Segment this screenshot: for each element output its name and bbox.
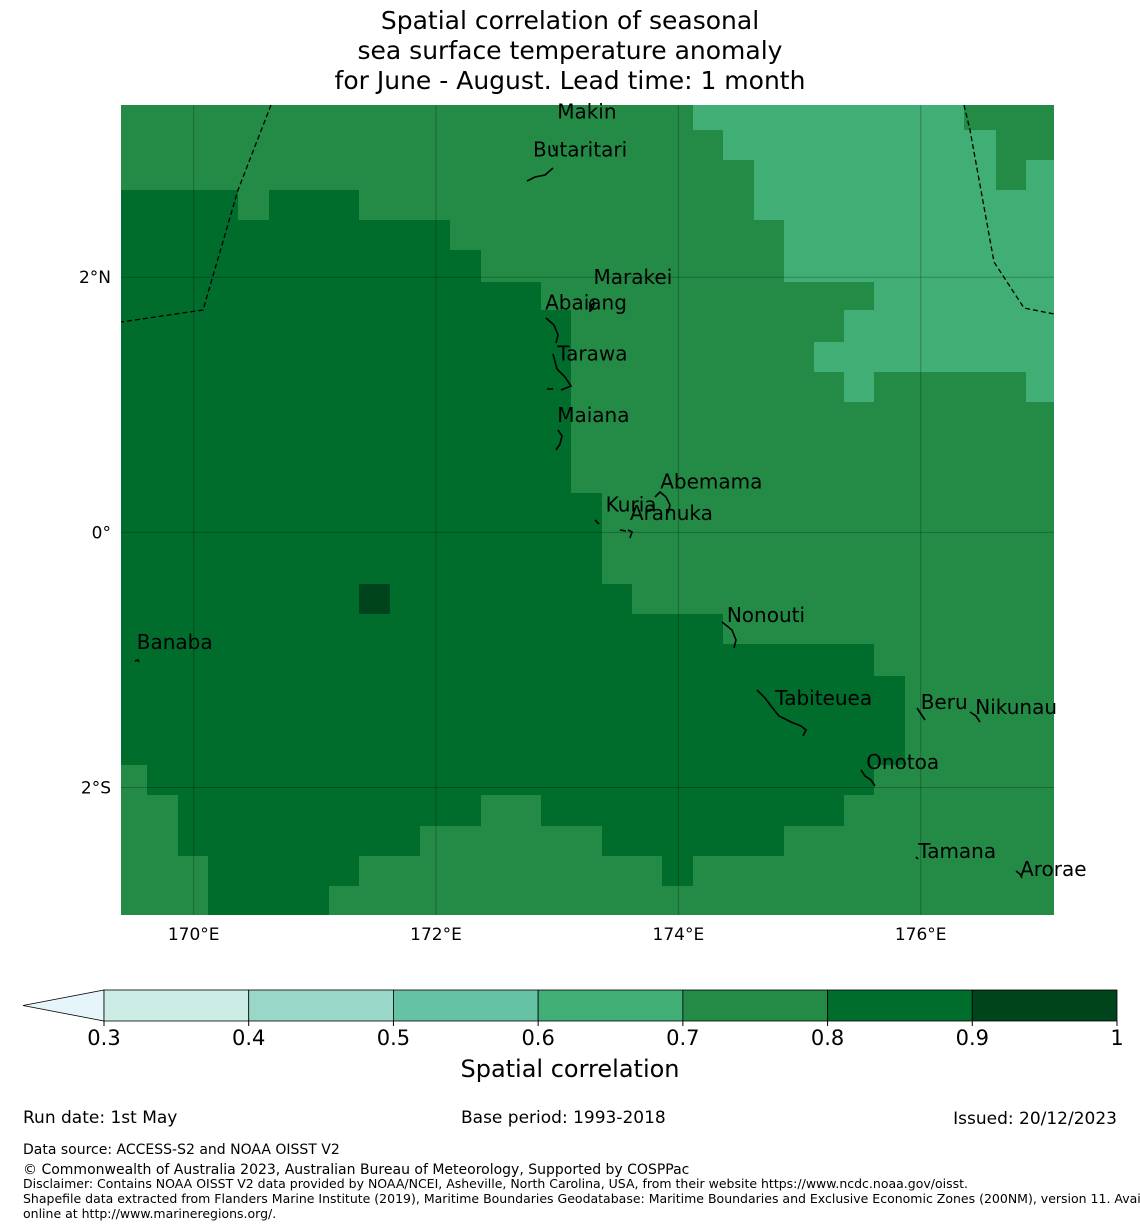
- disclaimer-notice: Disclaimer: Contains NOAA OISST V2 data …: [23, 1176, 968, 1191]
- gridlines: [121, 105, 1054, 915]
- shapefile-credit-line-2: online at http://www.marineregions.org/.: [23, 1206, 277, 1221]
- place-label-maiana: Maiana: [557, 403, 629, 427]
- eez-boundary-east: [963, 104, 1055, 315]
- island-banaba: [134, 659, 140, 663]
- island-maiana: [555, 429, 563, 451]
- place-label-beru: Beru: [921, 690, 968, 714]
- island-kuria: [594, 519, 627, 532]
- correlation-cell-0.9-1: [359, 584, 390, 614]
- x-tick-label: 176°E: [895, 925, 947, 945]
- place-label-tamana: Tamana: [917, 839, 996, 863]
- colorbar-segment-0.8-0.9: [827, 989, 973, 1022]
- copyright-notice: © Commonwealth of Australia 2023, Austra…: [23, 1162, 690, 1178]
- y-tick-label: 2°S: [81, 778, 111, 798]
- place-label-tabiteuea: Tabiteuea: [774, 686, 872, 710]
- title-line-3: for June - August. Lead time: 1 month: [334, 66, 806, 95]
- colorbar-tick-label: 0.3: [87, 1026, 120, 1050]
- colorbar-title: Spatial correlation: [460, 1055, 679, 1083]
- x-tick-label: 170°E: [168, 925, 220, 945]
- colorbar-segment-0.3-0.4: [103, 989, 250, 1022]
- place-label-nikunau: Nikunau: [975, 695, 1057, 719]
- island-beru: [916, 707, 926, 721]
- colorbar-tick-label: 0.7: [666, 1026, 699, 1050]
- colorbar-tick-label: 0.4: [232, 1026, 265, 1050]
- island-arorae: [1015, 870, 1023, 879]
- place-label-arorae: Arorae: [1020, 857, 1086, 881]
- place-label-nonouti: Nonouti: [727, 603, 805, 627]
- place-label-aranuka: Aranuka: [630, 501, 713, 525]
- place-label-banaba: Banaba: [137, 630, 213, 654]
- correlation-region-0.6-0.7: [693, 105, 1054, 402]
- place-label-makin: Makin: [557, 99, 616, 123]
- colorbar-tick-label: 0.9: [956, 1026, 989, 1050]
- correlation-region-0.8-0.9: [121, 190, 905, 915]
- island-makin: [552, 144, 556, 152]
- map-title: Spatial correlation of seasonal sea surf…: [0, 6, 1140, 96]
- place-label-tarawa: Tarawa: [556, 342, 627, 366]
- island-marakei: [589, 299, 595, 313]
- colorbar-segment-0.6-0.7: [537, 989, 684, 1022]
- place-label-marakei: Marakei: [594, 265, 673, 289]
- x-tick-label: 172°E: [410, 925, 462, 945]
- colorbar-boxes: [22, 989, 1118, 1022]
- x-tick-labels: 170°E 172°E 174°E 176°E: [168, 925, 947, 945]
- colorbar-segment-0.5-0.6: [393, 989, 539, 1022]
- place-label-kuria: Kuria: [606, 492, 657, 516]
- island-outlines: [134, 144, 1023, 879]
- place-label-abemama: Abemama: [660, 469, 762, 493]
- title-line-1: Spatial correlation of seasonal: [380, 6, 760, 35]
- issued-date: Issued: 20/12/2023: [953, 1109, 1117, 1129]
- colorbar-ticks: 0.3 0.4 0.5 0.6 0.7 0.8 0.9 1: [87, 1021, 1124, 1050]
- shapefile-credit-line-1: Shapefile data extracted from Flanders M…: [23, 1191, 1140, 1206]
- colorbar-segment-0.9-1: [971, 989, 1118, 1022]
- island-onotoa: [860, 769, 876, 787]
- island-tabiteuea: [756, 689, 808, 737]
- colorbar-tick-label: 0.6: [521, 1026, 554, 1050]
- run-date: Run date: 1st May: [23, 1108, 178, 1128]
- colorbar-under-arrow: [22, 989, 105, 1022]
- colorbar-segment-0.7-0.8: [682, 989, 828, 1022]
- island-aranuka: [627, 529, 633, 539]
- base-period: Base period: 1993-2018: [461, 1108, 666, 1128]
- data-source: Data source: ACCESS-S2 and NOAA OISST V2: [23, 1142, 340, 1158]
- colorbar-segment-0.4-0.5: [248, 989, 394, 1022]
- title-line-2: sea surface temperature anomaly: [357, 36, 783, 65]
- island-tamana: [915, 856, 919, 860]
- colorbar-tick-label: 0.8: [811, 1026, 844, 1050]
- place-label-butaritari: Butaritari: [533, 138, 627, 162]
- place-label-abaiang: Abaiang: [545, 291, 627, 315]
- y-tick-label: 0°: [92, 523, 111, 543]
- place-label-onotoa: Onotoa: [866, 750, 939, 774]
- island-nikunau: [969, 711, 981, 723]
- y-tick-labels: 2°N 0° 2°S: [79, 268, 111, 798]
- island-abaiang: [545, 317, 559, 344]
- correlation-region-0.7-0.8-ne: [964, 105, 1054, 190]
- colorbar-tick-label: 1: [1110, 1026, 1123, 1050]
- x-tick-label: 174°E: [653, 925, 705, 945]
- island-tarawa: [547, 353, 573, 391]
- island-nonouti: [721, 621, 737, 649]
- colorbar: 0.3 0.4 0.5 0.6 0.7 0.8 0.9 1 Spatial correlati…: [22, 989, 1124, 1083]
- colorbar-tick-label: 0.5: [377, 1026, 410, 1050]
- island-butaritari: [526, 167, 554, 182]
- y-tick-label: 2°N: [79, 268, 111, 288]
- eez-boundary-west: [120, 104, 272, 323]
- island-abemama: [649, 490, 671, 514]
